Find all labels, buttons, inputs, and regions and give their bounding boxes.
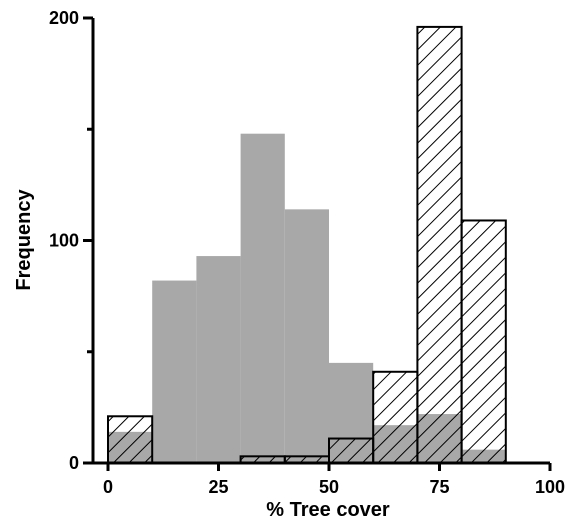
ticks: 0 25 50 75 100 0 100 200 [49, 8, 565, 497]
hatched-bar [372, 370, 419, 464]
x-tick-label: 100 [535, 477, 565, 497]
x-tick-label: 50 [319, 477, 339, 497]
y-axis-label: Frequency [13, 189, 35, 291]
hatched-bar [416, 25, 463, 465]
hatched-bar [328, 437, 375, 464]
x-axis-label: % Tree cover [266, 499, 390, 521]
x-tick-label: 25 [208, 477, 228, 497]
hatched-bar [107, 415, 154, 464]
gray-bar [152, 280, 197, 463]
gray-bar [196, 256, 241, 463]
y-tick-label: 0 [69, 453, 79, 473]
y-tick-label: 100 [49, 231, 79, 251]
gray-bar [284, 209, 329, 463]
hatched-bar [460, 219, 507, 464]
x-tick-label: 75 [429, 477, 449, 497]
x-tick-label: 0 [103, 477, 113, 497]
y-tick-label: 200 [49, 8, 79, 28]
gray-bar [240, 133, 285, 463]
